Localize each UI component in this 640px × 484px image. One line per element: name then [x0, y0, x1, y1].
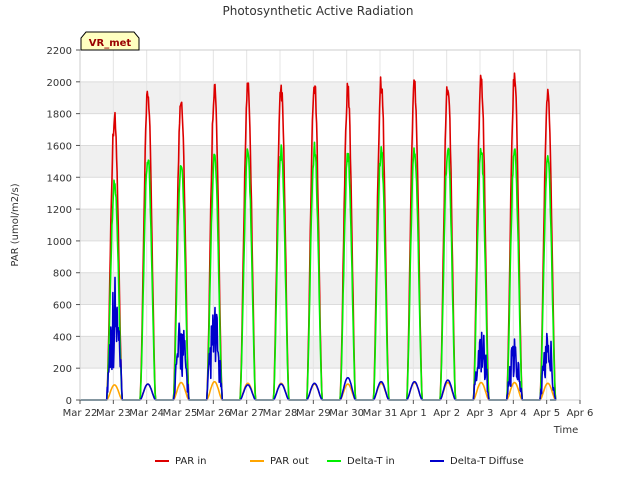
x-axis-label: Time [553, 425, 578, 436]
x-tick-label: Mar 28 [263, 408, 298, 419]
site-badge: VR_met [80, 31, 140, 51]
y-tick-label: 2000 [47, 78, 72, 89]
background-band [80, 81, 580, 114]
x-tick-label: Mar 22 [63, 408, 98, 419]
x-tick-label: Mar 26 [196, 408, 231, 419]
background-bands [80, 81, 580, 369]
plot-border [79, 49, 581, 401]
background-band [80, 272, 580, 305]
x-tick-label: Apr 3 [467, 408, 494, 419]
x-tick-label: Mar 31 [363, 408, 398, 419]
background-band [80, 145, 580, 178]
legend-label: Delta-T Diffuse [450, 456, 524, 467]
background-band [80, 336, 580, 369]
y-axis-label: PAR (umol/m2/s) [10, 183, 21, 266]
chart-title: Photosynthetic Active Radiation [223, 4, 414, 18]
y-tick-label: 1200 [47, 205, 72, 216]
y-tick-label: 1800 [47, 110, 72, 121]
x-tick-label: Apr 4 [500, 408, 527, 419]
x-tick-label: Mar 23 [96, 408, 131, 419]
y-tick-label: 1000 [47, 237, 72, 248]
y-axis: 0 200 400 600 800 1000 1200 1400 1600 1800 2000 220… [47, 46, 80, 407]
y-tick-label: 800 [53, 269, 72, 280]
x-tick-label: Apr 2 [433, 408, 460, 419]
y-tick-label: 200 [53, 364, 72, 375]
x-tick-label: Mar 30 [329, 408, 364, 419]
y-tick-label: 600 [53, 301, 72, 312]
x-tick-label: Mar 24 [129, 408, 164, 419]
legend-label: PAR out [270, 456, 309, 467]
y-tick-label: 0 [66, 396, 72, 407]
x-tick-label: Apr 6 [567, 408, 594, 419]
y-tick-label: 400 [53, 332, 72, 343]
site-badge-label: VR_met [89, 38, 132, 49]
y-tick-label: 2200 [47, 46, 72, 57]
x-tick-label: Mar 27 [229, 408, 264, 419]
site-badge-box [80, 31, 140, 51]
y-tick-label: 1400 [47, 173, 72, 184]
x-tick-label: Mar 29 [296, 408, 331, 419]
legend-label: PAR in [175, 456, 206, 467]
background-band [80, 209, 580, 241]
grid-lines [79, 49, 581, 401]
x-tick-label: Apr 1 [400, 408, 427, 419]
legend-label: Delta-T in [347, 456, 395, 467]
plot-frame [79, 49, 581, 401]
legend: PAR in PAR out Delta-T in Delta-T Diffuse [155, 456, 524, 467]
x-tick-label: Apr 5 [533, 408, 560, 419]
y-tick-label: 1600 [47, 141, 72, 152]
x-tick-label: Mar 25 [163, 408, 198, 419]
